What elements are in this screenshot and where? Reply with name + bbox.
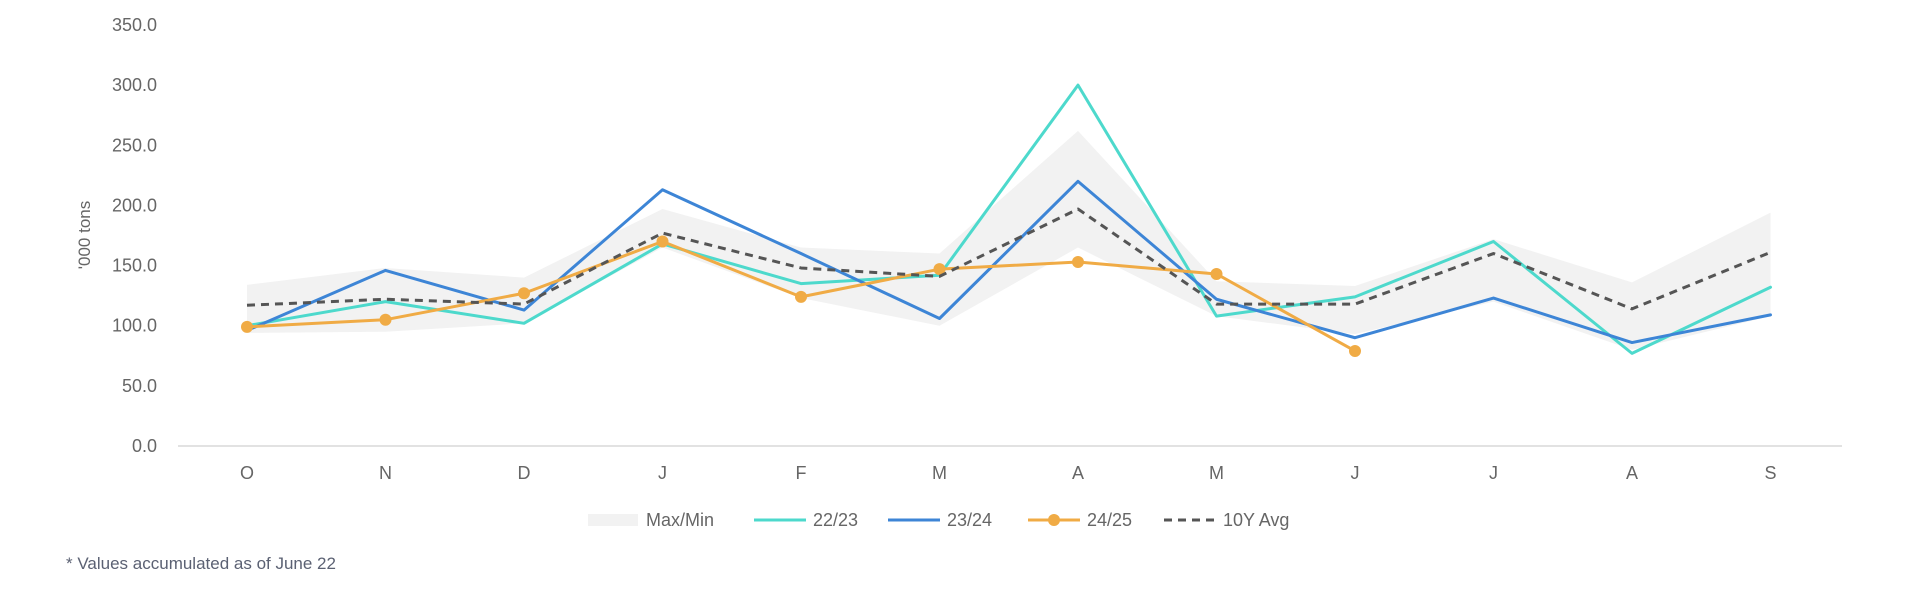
data-point: [795, 290, 807, 303]
y-axis-tick-labels: 0.0 50.0 100.0 150.0 200.0 250.0 300.0 350.0: [112, 15, 157, 456]
y-tick-label: 50.0: [122, 376, 157, 396]
legend-swatch-max-min: [588, 514, 638, 526]
y-tick-label: 100.0: [112, 316, 157, 336]
x-tick-label: J: [1351, 463, 1360, 483]
data-point: [379, 313, 392, 326]
data-point: [1210, 267, 1223, 280]
x-tick-label: D: [518, 463, 531, 483]
data-point: [1072, 255, 1084, 268]
y-axis-title: '000 tons: [75, 201, 94, 269]
data-point: [241, 320, 253, 333]
legend-label: 10Y Avg: [1223, 510, 1289, 530]
footnote: * Values accumulated as of June 22: [66, 554, 336, 573]
x-tick-label: O: [240, 463, 254, 483]
series-line-22-23: [245, 83, 1772, 355]
x-tick-label: M: [1209, 463, 1224, 483]
series-line-10y-avg: [246, 207, 1772, 311]
y-tick-label: 300.0: [112, 75, 157, 95]
legend-label: 23/24: [947, 510, 992, 530]
legend-marker: [1048, 514, 1060, 526]
y-tick-label: 0.0: [132, 436, 157, 456]
x-tick-label: A: [1626, 463, 1638, 483]
y-tick-label: 150.0: [112, 256, 157, 276]
data-point: [656, 235, 669, 248]
x-tick-label: J: [1489, 463, 1498, 483]
x-tick-label: M: [932, 463, 947, 483]
y-tick-label: 200.0: [112, 195, 157, 215]
x-tick-label: J: [658, 463, 667, 483]
max-min-band: [247, 130, 1771, 350]
y-tick-label: 250.0: [112, 135, 157, 155]
max-min-band-layer: [247, 130, 1771, 350]
series-layer: [241, 83, 1772, 357]
data-point: [1349, 344, 1361, 357]
y-tick-label: 350.0: [112, 15, 157, 35]
legend-label: Max/Min: [646, 510, 714, 530]
legend-label: 22/23: [813, 510, 858, 530]
x-tick-label: F: [796, 463, 807, 483]
data-point: [933, 263, 946, 276]
data-point: [518, 287, 530, 300]
x-tick-label: N: [379, 463, 392, 483]
chart-legend: Max/Min 22/23 23/24 24/25 10Y Avg: [588, 510, 1289, 530]
x-tick-label: A: [1072, 463, 1084, 483]
x-tick-label: S: [1764, 463, 1776, 483]
legend-label: 24/25: [1087, 510, 1132, 530]
